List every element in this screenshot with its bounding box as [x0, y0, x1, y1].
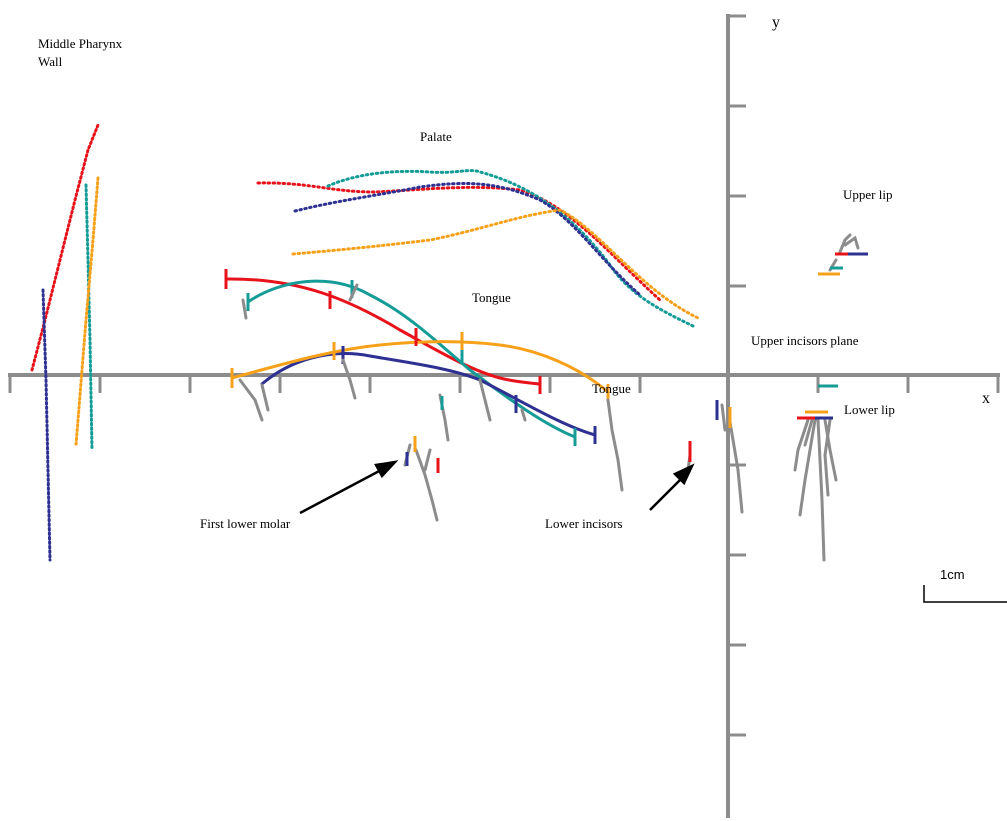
- scale-bar: 1cm: [923, 567, 1007, 603]
- pharynx-label-line1: Middle Pharynx: [38, 36, 123, 51]
- tongue-trace-red: [224, 277, 542, 386]
- palate-label: Palate: [420, 129, 452, 144]
- scale-bar-label: 1cm: [940, 567, 965, 582]
- lower-incisors-label: Lower incisors: [545, 516, 623, 531]
- molar-arrow: [299, 466, 386, 515]
- lower-lip-label: Lower lip: [844, 402, 895, 417]
- pharynx-trace-orange: [74, 176, 100, 447]
- y-axis-label: y: [772, 14, 780, 31]
- labels: Middle Pharynx Wall Palate Tongue Tongue…: [38, 36, 895, 531]
- first-lower-molar-label: First lower molar: [200, 516, 291, 531]
- tongue-label-lower: Tongue: [592, 381, 631, 396]
- pharynx-wall-traces: [30, 123, 100, 562]
- palate-traces: [256, 169, 700, 328]
- articulator-markers: [405, 252, 868, 473]
- pharynx-trace-red: [30, 123, 100, 372]
- palate-trace-red: [256, 181, 662, 302]
- molar-arrowhead: [374, 460, 399, 479]
- palate-trace-navy: [293, 181, 642, 297]
- x-axis-label: x: [982, 390, 990, 407]
- arrows: [299, 460, 695, 515]
- upper-incisors-plane-label: Upper incisors plane: [751, 333, 859, 348]
- palate-trace-teal: [326, 169, 695, 328]
- scale-bar-line: [923, 585, 1007, 603]
- tongue-trace-orange: [230, 340, 610, 394]
- pharynx-trace-navy: [41, 288, 52, 562]
- incisor-arrow: [649, 474, 686, 511]
- sensor-motion-traces: [238, 233, 860, 562]
- pharynx-label-line2: Wall: [38, 54, 63, 69]
- tongue-trace-teal: [246, 279, 577, 439]
- palate-trace-orange: [291, 208, 700, 320]
- tongue-label-upper: Tongue: [472, 290, 511, 305]
- tongue-traces: [224, 277, 610, 439]
- upper-lip-label: Upper lip: [843, 187, 892, 202]
- axes: x y: [8, 14, 1000, 818]
- incisor-arrowhead: [672, 463, 695, 486]
